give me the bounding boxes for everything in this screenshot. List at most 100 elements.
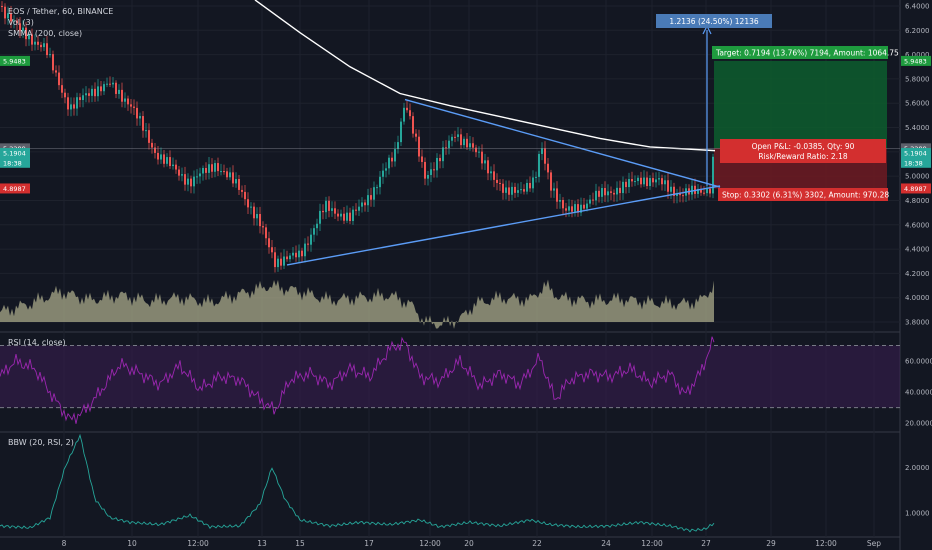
price-badge-left <box>0 157 30 168</box>
candle-body <box>637 177 639 182</box>
candle-body <box>634 181 636 183</box>
candle-body <box>322 210 324 213</box>
candle-body <box>16 20 18 24</box>
candle-body <box>562 200 564 209</box>
price-badge-right-label: 4.8987 <box>904 185 927 193</box>
candle-body <box>67 97 69 110</box>
volume-legend[interactable]: Vol (3) <box>8 18 34 27</box>
time-tick-label: 24 <box>601 539 611 548</box>
candle-body <box>514 186 516 193</box>
price-badge-left-label: 5.9483 <box>3 57 26 65</box>
price-badge-left <box>0 183 30 194</box>
candle-body <box>700 188 702 193</box>
price-tick-label: 6.2000 <box>905 27 930 35</box>
candle-body <box>574 204 576 212</box>
candle-body <box>703 192 705 194</box>
stop-label: Stop: 0.3302 (6.31%) 3302, Amount: 970.2… <box>722 191 889 200</box>
candle-body <box>190 178 192 187</box>
candle-body <box>490 171 492 174</box>
volume-area <box>0 279 714 329</box>
candle-body <box>547 163 549 173</box>
risk-reward-label: Risk/Reward Ratio: 2.18 <box>758 152 847 161</box>
position-labels: 5.94835.94835.22895.22895.19045.190418:3… <box>0 14 931 201</box>
candle-body <box>316 223 318 229</box>
candle-body <box>349 212 351 221</box>
candle-body <box>415 133 417 137</box>
candle-body <box>196 176 198 178</box>
candle-body <box>115 82 117 94</box>
candle-body <box>238 179 240 190</box>
candle-body <box>34 41 36 45</box>
open-pl-box <box>720 139 886 163</box>
candle-body <box>550 172 552 191</box>
candle-body <box>484 160 486 164</box>
candle-body <box>85 93 87 96</box>
bbw-legend[interactable]: BBW (20, RSI, 2) <box>8 438 74 447</box>
candle-body <box>19 23 21 31</box>
candle-body <box>670 186 672 192</box>
price-badge-left <box>0 148 30 159</box>
candle-body <box>460 134 462 146</box>
price-tick-label: 4.8000 <box>905 197 930 205</box>
candle-body <box>205 168 207 173</box>
candle-body <box>28 34 30 40</box>
price-badge-right <box>901 183 931 194</box>
candle-body <box>565 208 567 211</box>
candle-body <box>88 93 90 96</box>
candle-body <box>22 27 24 31</box>
candle-body <box>103 84 105 92</box>
candle-body <box>271 247 273 253</box>
candle-body <box>436 157 438 171</box>
candle-body <box>481 151 483 164</box>
time-tick-label: 20 <box>464 539 474 548</box>
candle-body <box>508 187 510 195</box>
candle-body <box>418 136 420 157</box>
price-tick-label: 4.6000 <box>905 221 930 229</box>
candle-body <box>157 152 159 160</box>
candle-body <box>43 43 45 48</box>
candle-body <box>352 209 354 221</box>
candle-body <box>253 206 255 219</box>
candle-body <box>49 54 51 56</box>
candle-body <box>571 206 573 212</box>
candle-body <box>10 13 12 22</box>
candle-body <box>394 149 396 162</box>
candle-body <box>391 157 393 162</box>
candle-body <box>343 213 345 221</box>
candle-body <box>448 140 450 149</box>
candle-body <box>496 179 498 183</box>
candle-body <box>655 179 657 183</box>
candle-body <box>400 121 402 143</box>
time-tick-label: 12:00 <box>641 539 663 548</box>
candle-body <box>577 204 579 213</box>
candle-body <box>532 177 534 189</box>
candle-body <box>280 258 282 266</box>
candle-body <box>364 202 366 206</box>
candle-body <box>604 188 606 196</box>
candle-body <box>217 163 219 172</box>
candle-body <box>112 82 114 85</box>
bbw-line <box>0 433 715 533</box>
candle-body <box>265 227 267 239</box>
candle-body <box>583 204 585 209</box>
candle-body <box>64 92 66 98</box>
candle-body <box>301 250 303 257</box>
price-tick-label: 4.0000 <box>905 294 930 302</box>
candle-body <box>643 177 645 185</box>
smma-line <box>254 0 716 152</box>
candle-body <box>667 180 669 192</box>
rsi-legend[interactable]: RSI (14, close) <box>8 338 66 347</box>
candle-body <box>178 169 180 176</box>
smma-legend[interactable]: SMMA (200, close) <box>8 29 83 38</box>
candle-body <box>661 178 663 185</box>
candle-body <box>367 195 369 206</box>
time-tick-label: 22 <box>532 539 542 548</box>
measure-label: 1.2136 (24.50%) 12136 <box>669 17 759 26</box>
position-zones <box>714 60 887 189</box>
target-zone <box>714 60 887 149</box>
candle-body <box>226 171 228 178</box>
symbol-legend[interactable]: EOS / Tether, 60, BINANCE <box>8 7 114 16</box>
candle-body <box>709 188 711 194</box>
candle-body <box>79 97 81 101</box>
